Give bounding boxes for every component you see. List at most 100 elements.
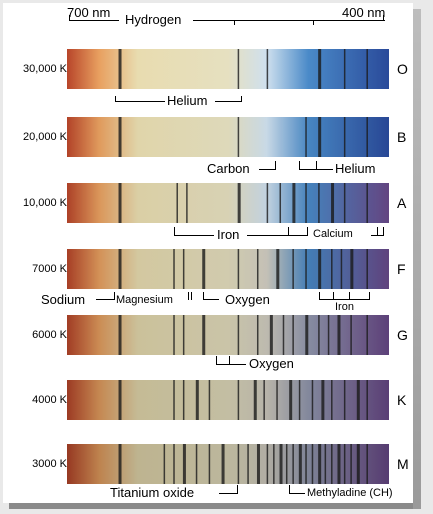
tick	[383, 15, 384, 21]
absorption-line	[256, 249, 259, 289]
row-spectral-class: B	[397, 129, 407, 145]
spectrum-shade	[67, 444, 389, 484]
tick	[115, 96, 116, 102]
absorption-line	[118, 444, 122, 484]
iron-rule-left	[174, 235, 214, 236]
absorption-line	[237, 315, 240, 355]
absorption-line	[273, 444, 275, 484]
absorption-line	[208, 444, 211, 484]
spectra-card: 700 nm 400 nm Hydrogen Helium Carbon Hel…	[3, 3, 421, 509]
absorption-line	[256, 444, 260, 484]
absorption-line	[318, 117, 322, 157]
tick	[229, 356, 230, 365]
row-temperature: 6000 K	[32, 329, 67, 341]
spectrum-strip	[67, 49, 389, 89]
row-spectral-class: O	[397, 61, 408, 77]
absorption-line	[202, 249, 206, 289]
absorption-line	[276, 380, 278, 420]
absorption-line	[350, 315, 352, 355]
ch-rule	[289, 493, 305, 494]
tick	[377, 227, 378, 236]
absorption-line	[266, 49, 269, 89]
absorption-line	[343, 183, 346, 223]
tick	[307, 227, 308, 236]
absorption-line	[343, 444, 346, 484]
absorption-line	[337, 315, 341, 355]
absorption-line	[311, 444, 314, 484]
annotation-calcium: Calcium	[313, 228, 353, 240]
spectrum-strip	[67, 315, 389, 355]
tick	[188, 292, 189, 300]
absorption-line	[305, 444, 307, 484]
absorption-line	[176, 183, 178, 223]
absorption-line	[318, 444, 322, 484]
absorption-line	[292, 249, 294, 289]
tick	[69, 15, 70, 21]
tick	[313, 20, 314, 25]
annotation-helium-2: Helium	[335, 161, 376, 176]
spectrum-shade	[67, 117, 389, 157]
absorption-line	[298, 380, 301, 420]
absorption-line	[311, 380, 314, 420]
tick	[369, 292, 370, 300]
absorption-line	[237, 380, 240, 420]
absorption-line	[343, 117, 346, 157]
absorption-line	[282, 315, 285, 355]
absorption-line	[195, 444, 198, 484]
absorption-line	[321, 380, 325, 420]
absorption-line	[253, 380, 257, 420]
tick	[299, 161, 300, 170]
spectrum-strip	[67, 249, 389, 289]
absorption-line	[237, 183, 241, 223]
absorption-line	[305, 315, 309, 355]
absorption-line	[318, 315, 320, 355]
absorption-line	[331, 249, 333, 289]
annotation-titanium-oxide: Titanium oxide	[110, 485, 195, 500]
tick	[174, 227, 175, 236]
absorption-line	[289, 380, 293, 420]
absorption-line	[340, 249, 343, 289]
tick	[203, 292, 204, 300]
absorption-line	[247, 444, 249, 484]
tick	[333, 292, 334, 300]
absorption-line	[237, 49, 240, 89]
spectrum-strip	[67, 380, 389, 420]
spectrum-strip	[67, 444, 389, 484]
absorption-line	[305, 249, 307, 289]
annotation-magnesium: Magnesium	[116, 294, 173, 306]
absorption-line	[305, 117, 307, 157]
absorption-line	[331, 183, 335, 223]
row-temperature: 7000 K	[32, 263, 67, 275]
absorption-line	[366, 183, 368, 223]
tio-rule	[219, 493, 237, 494]
absorption-line	[350, 444, 352, 484]
tick	[383, 227, 384, 236]
tick	[237, 485, 238, 494]
row-spectral-class: F	[397, 261, 406, 277]
absorption-line	[237, 444, 240, 484]
absorption-line	[331, 380, 333, 420]
absorption-line	[318, 249, 322, 289]
spectrum-strip	[67, 117, 389, 157]
absorption-line	[173, 380, 175, 420]
oxygen-rule	[203, 299, 219, 300]
label-hydrogen: Hydrogen	[123, 12, 184, 27]
absorption-line	[285, 444, 288, 484]
annotation-sodium: Sodium	[41, 292, 86, 307]
absorption-line	[237, 117, 240, 157]
absorption-line	[202, 315, 206, 355]
label-400nm: 400 nm	[342, 5, 386, 20]
tick	[316, 161, 317, 170]
absorption-line	[118, 380, 122, 420]
absorption-line	[366, 315, 368, 355]
carbon-rule	[259, 169, 275, 170]
absorption-line	[366, 49, 368, 89]
row-temperature: 20,000 K	[22, 131, 67, 143]
absorption-line	[343, 49, 346, 89]
hydrogen-rule-left	[69, 20, 119, 21]
absorption-line	[279, 183, 282, 223]
row-temperature: 4000 K	[32, 394, 67, 406]
absorption-line	[118, 49, 122, 89]
tick	[349, 292, 350, 300]
annotation-oxygen-1: Oxygen	[225, 292, 270, 307]
